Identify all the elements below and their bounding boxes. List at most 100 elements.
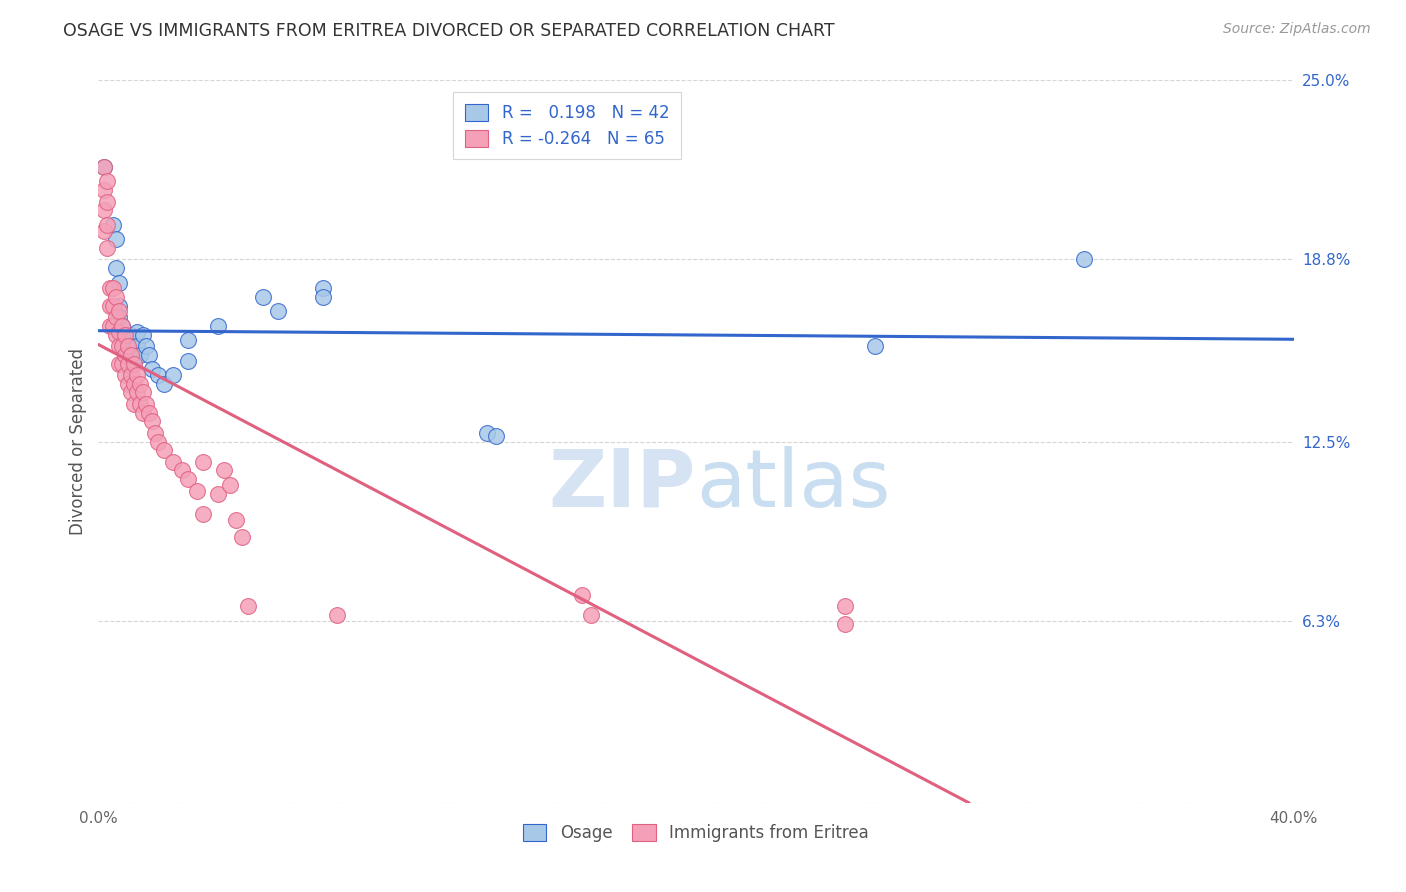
Point	[191, 455, 214, 469]
Point	[124, 376, 146, 391]
Point	[120, 327, 142, 342]
Text: ZIP: ZIP	[548, 446, 696, 524]
Point	[117, 348, 139, 362]
Point	[108, 299, 131, 313]
Point	[108, 357, 131, 371]
Point	[485, 429, 508, 443]
Point	[108, 325, 131, 339]
Point	[93, 223, 115, 237]
Point	[103, 281, 125, 295]
Point	[93, 183, 115, 197]
Point	[141, 362, 163, 376]
Point	[117, 357, 139, 371]
Point	[326, 607, 349, 622]
Point	[153, 376, 176, 391]
Point	[111, 327, 134, 342]
Point	[127, 339, 149, 353]
Point	[103, 299, 125, 313]
Point	[96, 174, 118, 188]
Point	[475, 425, 498, 440]
Point	[581, 607, 603, 622]
Point	[111, 318, 134, 333]
Point	[186, 483, 208, 498]
Point	[212, 463, 235, 477]
Point	[177, 334, 200, 348]
Point	[111, 357, 134, 371]
Point	[96, 241, 118, 255]
Point	[143, 425, 166, 440]
Point	[129, 397, 152, 411]
Point	[127, 368, 149, 382]
Point	[98, 299, 122, 313]
Point	[132, 406, 155, 420]
Point	[311, 281, 333, 295]
Point	[219, 478, 242, 492]
Point	[207, 486, 229, 500]
Point	[93, 203, 115, 218]
Point	[111, 339, 134, 353]
Point	[132, 385, 155, 400]
Point	[114, 348, 136, 362]
Text: Source: ZipAtlas.com: Source: ZipAtlas.com	[1223, 22, 1371, 37]
Point	[162, 368, 184, 382]
Point	[105, 232, 128, 246]
Text: atlas: atlas	[696, 446, 890, 524]
Point	[103, 218, 125, 232]
Point	[114, 327, 136, 342]
Point	[148, 434, 170, 449]
Point	[108, 304, 131, 318]
Point	[127, 325, 149, 339]
Point	[231, 530, 253, 544]
Point	[135, 397, 157, 411]
Point	[177, 353, 200, 368]
Point	[117, 334, 139, 348]
Point	[267, 304, 290, 318]
Point	[108, 310, 131, 325]
Point	[105, 261, 128, 276]
Point	[108, 339, 131, 353]
Point	[162, 455, 184, 469]
Point	[207, 318, 229, 333]
Point	[177, 472, 200, 486]
Point	[96, 218, 118, 232]
Point	[124, 397, 146, 411]
Point	[120, 385, 142, 400]
Point	[148, 368, 170, 382]
Point	[120, 339, 142, 353]
Point	[105, 310, 128, 325]
Point	[120, 348, 142, 362]
Point	[129, 376, 152, 391]
Point	[1073, 252, 1095, 267]
Point	[117, 339, 139, 353]
Point	[98, 318, 122, 333]
Point	[138, 406, 160, 420]
Text: OSAGE VS IMMIGRANTS FROM ERITREA DIVORCED OR SEPARATED CORRELATION CHART: OSAGE VS IMMIGRANTS FROM ERITREA DIVORCE…	[63, 22, 835, 40]
Point	[311, 290, 333, 304]
Point	[236, 599, 259, 614]
Point	[834, 599, 856, 614]
Point	[105, 290, 128, 304]
Point	[111, 318, 134, 333]
Point	[129, 348, 152, 362]
Point	[172, 463, 194, 477]
Point	[138, 348, 160, 362]
Point	[132, 327, 155, 342]
Point	[120, 357, 142, 371]
Point	[120, 368, 142, 382]
Point	[571, 588, 593, 602]
Point	[153, 443, 176, 458]
Point	[108, 276, 131, 290]
Point	[93, 160, 115, 174]
Point	[124, 339, 146, 353]
Point	[124, 357, 146, 371]
Point	[96, 194, 118, 209]
Point	[225, 512, 247, 526]
Point	[141, 414, 163, 428]
Point	[114, 327, 136, 342]
Point	[124, 353, 146, 368]
Legend: Osage, Immigrants from Eritrea: Osage, Immigrants from Eritrea	[516, 817, 876, 848]
Y-axis label: Divorced or Separated: Divorced or Separated	[69, 348, 87, 535]
Point	[114, 368, 136, 382]
Point	[117, 357, 139, 371]
Point	[127, 385, 149, 400]
